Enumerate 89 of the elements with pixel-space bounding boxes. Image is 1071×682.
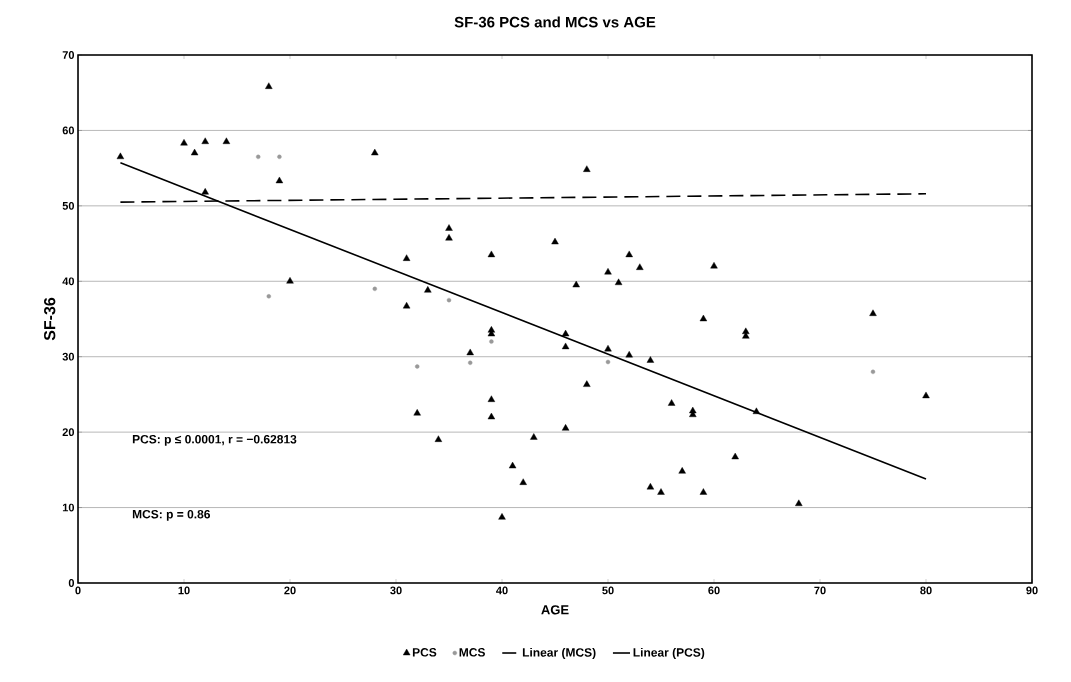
point	[561, 342, 570, 350]
legend-label: MCS	[459, 648, 485, 657]
point	[625, 250, 633, 258]
annotation: PCS: p ≤ 0.0001, r = −0.62813	[132, 435, 297, 446]
y-tick-label: 70	[62, 51, 75, 59]
x-tick-label: 90	[1026, 586, 1038, 595]
point	[508, 461, 517, 469]
y-tick-label: 20	[62, 428, 75, 437]
point	[487, 395, 496, 402]
point	[678, 467, 686, 474]
y-tick-label: 0	[68, 579, 75, 587]
point	[561, 424, 570, 431]
point	[699, 488, 708, 495]
point	[487, 250, 496, 258]
x-tick-label: 60	[708, 586, 720, 595]
point	[466, 348, 474, 356]
point	[710, 261, 718, 269]
point	[530, 433, 538, 440]
point	[795, 499, 803, 506]
y-tick-label: 50	[62, 201, 75, 210]
x-axis-title: AGE	[541, 605, 569, 615]
point	[445, 234, 453, 241]
point	[201, 188, 209, 195]
point	[561, 329, 570, 337]
x-tick-label: 20	[284, 586, 296, 595]
point	[222, 137, 231, 144]
y-axis-title: SF-36	[44, 297, 56, 341]
point	[605, 359, 611, 365]
point	[180, 139, 188, 146]
point	[489, 339, 494, 344]
x-tick-label: 80	[920, 586, 932, 595]
point	[424, 286, 432, 293]
point	[869, 309, 877, 316]
point	[551, 237, 559, 245]
point	[604, 344, 612, 352]
point	[657, 488, 665, 495]
point	[402, 254, 411, 261]
y-tick-label: 60	[62, 126, 75, 135]
annotation: MCS: p = 0.86	[132, 509, 211, 521]
point	[372, 286, 377, 292]
point	[415, 364, 420, 369]
point	[572, 280, 580, 288]
legend-label: Linear (MCS)	[522, 647, 596, 660]
point	[922, 391, 930, 399]
x-tick-label: 40	[496, 586, 508, 595]
point	[646, 482, 655, 490]
legend-label: PCS	[412, 648, 437, 657]
point	[498, 513, 506, 520]
point	[742, 332, 750, 339]
point	[266, 294, 272, 299]
y-tick-label: 40	[62, 277, 75, 286]
point	[583, 165, 591, 172]
point	[434, 435, 443, 442]
point	[275, 176, 284, 184]
point	[699, 314, 708, 322]
point	[402, 301, 411, 309]
point	[870, 369, 876, 374]
point	[277, 154, 282, 160]
x-tick-label: 30	[390, 586, 402, 595]
point	[265, 82, 273, 89]
point	[731, 452, 739, 460]
x-tick-label: 0	[75, 586, 81, 595]
point	[445, 224, 453, 231]
x-tick-label: 50	[602, 586, 614, 595]
y-tick-label: 10	[62, 503, 75, 512]
legend-label: Linear (PCS)	[633, 647, 705, 660]
point	[487, 412, 496, 420]
point	[371, 148, 379, 156]
y-tick-label: 30	[62, 352, 75, 361]
point	[614, 278, 623, 285]
x-tick-label: 10	[178, 586, 190, 595]
point	[583, 380, 591, 387]
point	[413, 409, 421, 416]
point	[116, 152, 125, 160]
point	[201, 137, 209, 144]
point	[190, 148, 199, 156]
point	[646, 356, 655, 363]
point	[446, 297, 452, 303]
point	[752, 407, 761, 414]
point	[636, 263, 644, 270]
point	[519, 478, 527, 485]
point	[468, 360, 473, 365]
point	[667, 399, 676, 406]
chart-title: SF-36 PCS and MCS vs AGE	[454, 16, 656, 28]
point	[625, 351, 633, 358]
point	[286, 277, 294, 284]
x-tick-label: 70	[814, 586, 826, 595]
point	[256, 154, 261, 160]
point	[604, 268, 612, 275]
